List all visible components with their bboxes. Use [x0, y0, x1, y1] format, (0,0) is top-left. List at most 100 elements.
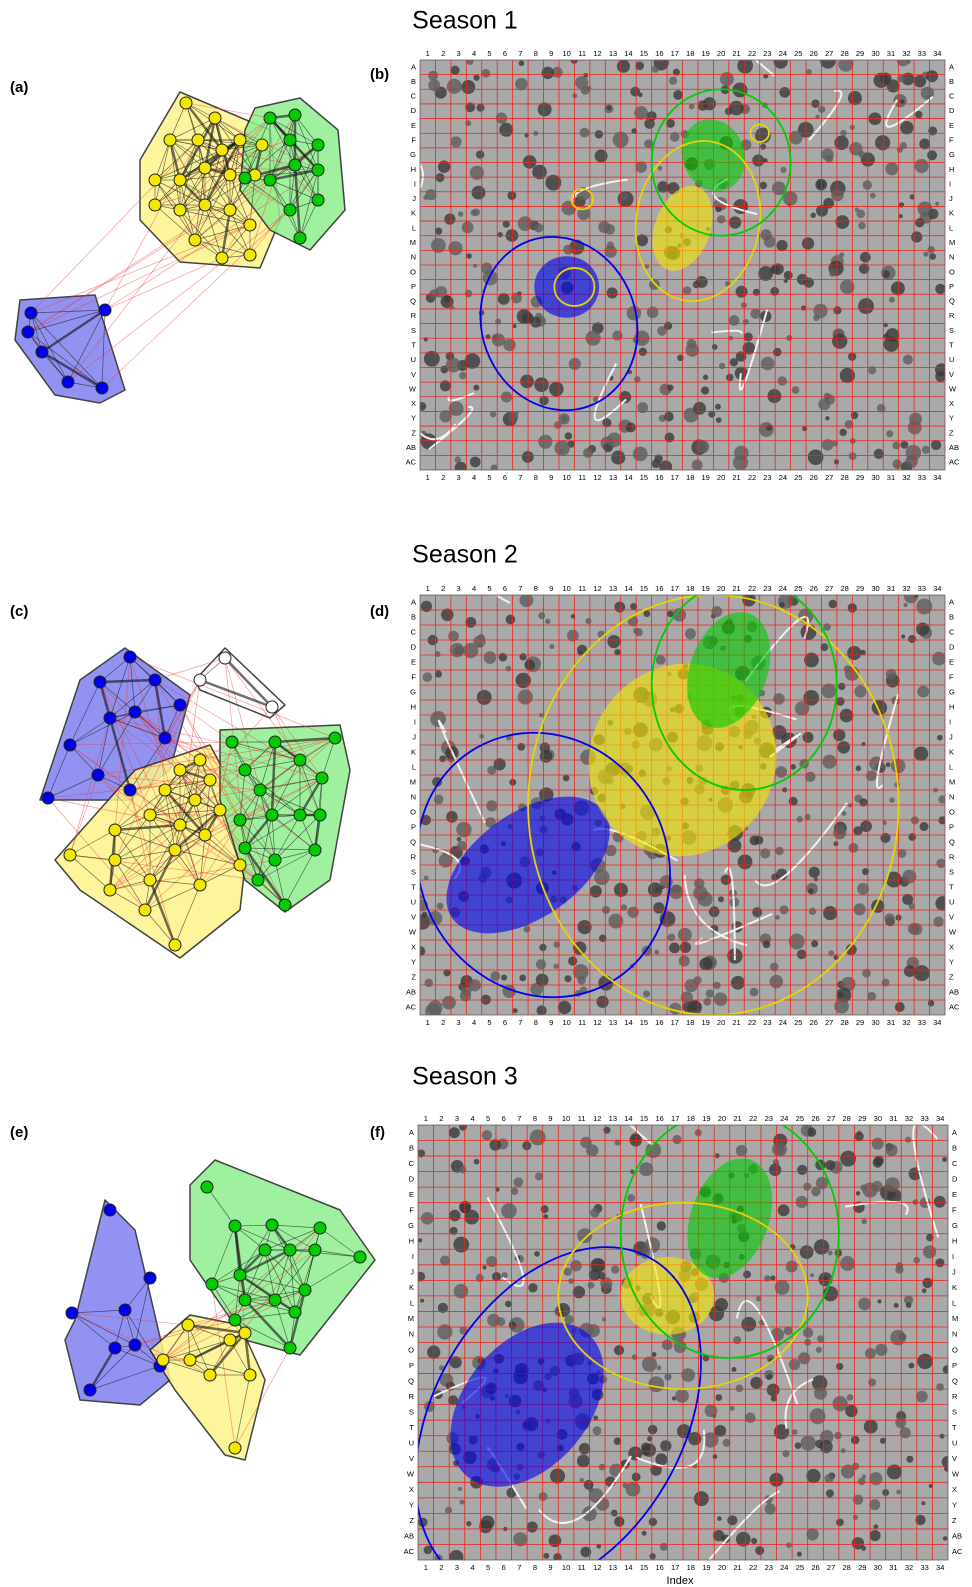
tree	[459, 371, 467, 380]
tree	[903, 1295, 914, 1305]
edge	[199, 678, 273, 709]
tree	[856, 209, 866, 219]
tree	[454, 461, 467, 470]
edge	[204, 167, 231, 211]
tree	[844, 420, 854, 429]
tree	[889, 797, 895, 803]
tree	[825, 1489, 834, 1498]
row-label: U	[952, 1438, 957, 1447]
path-road	[420, 423, 457, 441]
edge	[204, 167, 251, 226]
edge	[271, 814, 276, 861]
tree	[672, 68, 680, 76]
edge	[179, 209, 223, 259]
column-label: 27	[825, 49, 833, 58]
tree	[517, 291, 522, 296]
row-label: Y	[411, 414, 416, 423]
edge	[114, 849, 176, 861]
column-label: 14	[624, 49, 632, 58]
tree	[501, 1271, 508, 1279]
tree	[913, 965, 930, 982]
tree	[719, 72, 734, 87]
tree	[560, 415, 568, 423]
column-label: 24	[779, 473, 787, 482]
column-label: 21	[733, 1114, 741, 1123]
edge	[30, 312, 103, 389]
edge	[321, 737, 336, 779]
column-label: 11	[578, 1114, 586, 1123]
tree	[853, 903, 866, 916]
edge	[289, 1249, 296, 1313]
column-label: 33	[920, 1114, 928, 1123]
edge	[264, 1249, 276, 1301]
column-label: 26	[810, 584, 818, 593]
edge-between	[30, 139, 199, 314]
tree	[517, 216, 533, 232]
tree	[858, 1297, 871, 1311]
column-label: 27	[825, 1018, 833, 1027]
tree	[735, 1144, 748, 1157]
tree	[538, 612, 546, 620]
row-label: T	[952, 1423, 957, 1432]
tree	[659, 1542, 668, 1551]
node	[293, 231, 307, 245]
tree	[808, 866, 820, 878]
edge	[271, 814, 316, 851]
edge	[124, 1277, 151, 1311]
tree	[745, 1412, 756, 1424]
node	[353, 1250, 367, 1264]
tree	[653, 902, 665, 914]
node	[283, 1243, 297, 1257]
tree	[469, 165, 485, 180]
tree	[728, 315, 740, 326]
tree	[873, 448, 885, 460]
tree	[644, 118, 655, 129]
row-label: AC	[949, 458, 960, 467]
column-label: 21	[733, 1563, 741, 1572]
edge-between	[104, 169, 319, 311]
tree	[944, 1465, 948, 1472]
tree	[815, 1176, 829, 1190]
tree	[762, 940, 771, 949]
node	[203, 773, 217, 787]
node	[193, 753, 207, 767]
tree	[749, 595, 755, 598]
tree	[863, 1419, 878, 1434]
tree	[453, 1236, 470, 1253]
edge	[114, 829, 176, 851]
tree	[769, 974, 784, 989]
row-label: AB	[406, 987, 416, 996]
tree	[635, 61, 645, 71]
tree	[805, 771, 816, 783]
row-label: M	[952, 1314, 958, 1323]
tree	[587, 1281, 595, 1289]
tree	[423, 875, 429, 881]
tree	[855, 765, 862, 772]
tree	[457, 840, 467, 851]
node	[158, 731, 172, 745]
tree	[903, 602, 908, 608]
tree	[635, 161, 647, 173]
column-label: 28	[840, 49, 848, 58]
tree	[837, 741, 851, 754]
edge	[41, 308, 106, 354]
column-label: 1	[426, 1018, 430, 1027]
tree	[917, 1353, 933, 1370]
row-label: AB	[404, 1532, 414, 1541]
edge-between	[179, 704, 286, 906]
tree	[855, 1191, 861, 1196]
tree	[935, 1258, 945, 1268]
node	[293, 753, 307, 767]
path-road	[707, 1490, 781, 1560]
row-label: N	[409, 1330, 414, 1339]
tree	[895, 1262, 904, 1270]
node	[283, 203, 297, 217]
column-label: 7	[518, 473, 522, 482]
row-label: X	[949, 399, 954, 408]
node	[61, 375, 75, 389]
tree	[913, 595, 919, 598]
tree	[677, 354, 684, 362]
column-label: 23	[763, 473, 771, 482]
home-range	[446, 796, 610, 934]
tree	[898, 214, 903, 219]
